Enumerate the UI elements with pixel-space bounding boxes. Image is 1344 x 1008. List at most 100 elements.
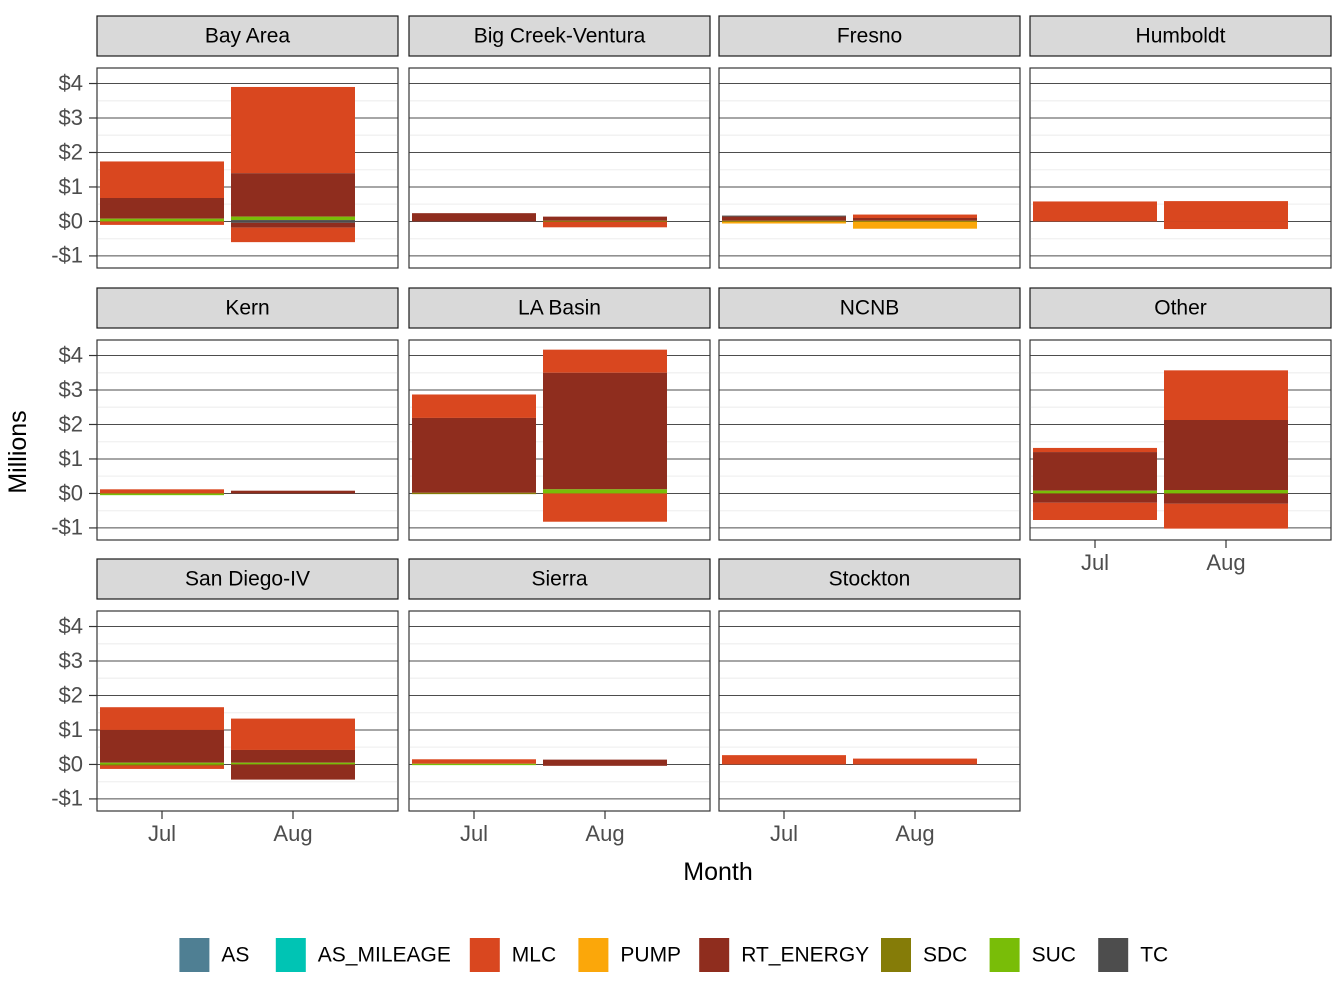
bar-stack <box>853 758 977 765</box>
bar-stack <box>722 215 846 224</box>
facet-strip-label: LA Basin <box>518 297 601 320</box>
bar-stack <box>231 718 355 780</box>
bar-segment <box>1033 201 1157 222</box>
bar-stack <box>543 349 667 522</box>
bar-segment <box>100 218 224 222</box>
facet-strip <box>408 558 711 600</box>
bar-segment <box>722 215 846 217</box>
bar-segment <box>1033 493 1157 503</box>
legend-key-label[interactable]: AS_MILEAGE <box>318 944 451 967</box>
y-axis-tick-label: $2 <box>59 411 83 436</box>
bar-segment <box>1164 201 1288 222</box>
chart-legend: AS AS_MILEAGE MLC PUMP RT_ENERGY SDC SUC TC <box>179 938 1168 972</box>
facet-panel: Bay Area <box>96 15 399 269</box>
y-axis-tick-label: $3 <box>59 377 83 402</box>
facet-border <box>718 610 1021 812</box>
legend-key-label[interactable]: SUC <box>1032 944 1076 967</box>
bar-segment <box>853 220 977 222</box>
bar-segment <box>231 173 355 217</box>
facet-panel: NCNB <box>718 287 1021 541</box>
legend-key-label[interactable]: SDC <box>923 944 967 967</box>
bar-segment <box>412 492 536 495</box>
y-axis-tick-label: $0 <box>59 751 83 776</box>
x-axis-tick-label: Aug <box>585 821 624 846</box>
bar-segment <box>1033 447 1157 453</box>
legend-key-swatch[interactable] <box>881 938 911 972</box>
legend-key-label[interactable]: TC <box>1140 944 1168 967</box>
facet-strip-label: Other <box>1154 297 1207 320</box>
legend-key-swatch[interactable] <box>275 938 306 972</box>
facet-strip <box>718 287 1021 329</box>
bar-segment <box>722 220 846 222</box>
facet-panel: LA Basin <box>408 287 711 541</box>
bar-segment <box>853 218 977 221</box>
bar-segment <box>231 764 355 780</box>
bar-segment <box>722 755 846 765</box>
bar-segment <box>412 394 536 418</box>
bar-segment <box>412 759 536 764</box>
bar-segment <box>722 216 846 221</box>
facet-border <box>408 339 711 541</box>
bar-segment <box>543 221 667 228</box>
bar-segment <box>100 161 224 198</box>
facet-strip-label: Humboldt <box>1136 25 1226 48</box>
legend-key-swatch[interactable] <box>699 938 730 972</box>
bar-segment <box>543 372 667 490</box>
bar-segment <box>543 489 667 494</box>
legend-key-label[interactable]: MLC <box>512 944 556 967</box>
y-axis-tick-label: $0 <box>59 208 83 233</box>
facet-border <box>718 67 1021 269</box>
facet-strip <box>718 558 1021 600</box>
y-axis-tick-label: $4 <box>59 70 83 95</box>
legend-key-label[interactable]: PUMP <box>620 944 681 967</box>
x-axis-tick-label: Jul <box>460 821 488 846</box>
bar-segment <box>231 220 355 223</box>
facet-strip <box>1029 15 1332 57</box>
bar-segment <box>412 417 536 493</box>
facet-panel: Sierra <box>408 558 711 812</box>
legend-key-swatch[interactable] <box>1098 938 1129 972</box>
bar-segment <box>722 221 846 224</box>
bar-stack <box>543 216 667 228</box>
facet-strip <box>408 287 711 329</box>
bar-segment <box>1033 502 1157 520</box>
facet-strip-label: San Diego-IV <box>185 568 310 591</box>
x-axis-tick-label: Aug <box>273 821 312 846</box>
facet-strip-label: Big Creek-Ventura <box>474 25 646 48</box>
facet-panel: Stockton <box>718 558 1021 812</box>
bar-segment <box>100 221 224 225</box>
facet-panel: Kern <box>96 287 399 541</box>
bar-segment <box>231 216 355 221</box>
facet-strip-label: Bay Area <box>205 25 291 48</box>
facet-panel: Humboldt <box>1029 15 1332 269</box>
y-axis-tick-label: $4 <box>59 342 83 367</box>
facet-strip <box>96 15 399 57</box>
legend-key-swatch[interactable] <box>469 938 500 972</box>
bar-segment <box>543 349 667 373</box>
bar-segment <box>1033 490 1157 494</box>
facets-layer: Bay Area Big Creek-Ventura Fresno Humboldt K… <box>96 15 1332 812</box>
bar-segment <box>1033 452 1157 491</box>
facet-border <box>1029 339 1332 541</box>
y-axis-tick-label: $0 <box>59 480 83 505</box>
y-axis-tick-label: $3 <box>59 105 83 130</box>
facet-strip <box>1029 287 1332 329</box>
bar-stack <box>1164 370 1288 529</box>
bar-stack <box>543 759 667 766</box>
bar-segment <box>1164 370 1288 420</box>
x-axis-title: Month <box>683 858 752 886</box>
bar-segment <box>231 227 355 243</box>
x-axis-tick-label: Aug <box>895 821 934 846</box>
bar-stack <box>722 755 846 765</box>
facet-border <box>408 610 711 812</box>
y-axis-tick-label: $1 <box>59 717 83 742</box>
legend-key-label[interactable]: RT_ENERGY <box>741 944 869 967</box>
legend-key-label[interactable]: AS <box>221 944 249 967</box>
legend-key-swatch[interactable] <box>989 938 1020 972</box>
legend-key-swatch[interactable] <box>179 938 210 972</box>
facet-strip-label: Stockton <box>829 568 911 591</box>
bar-segment <box>412 763 536 766</box>
bar-segment <box>100 489 224 494</box>
legend-key-swatch[interactable] <box>578 938 609 972</box>
